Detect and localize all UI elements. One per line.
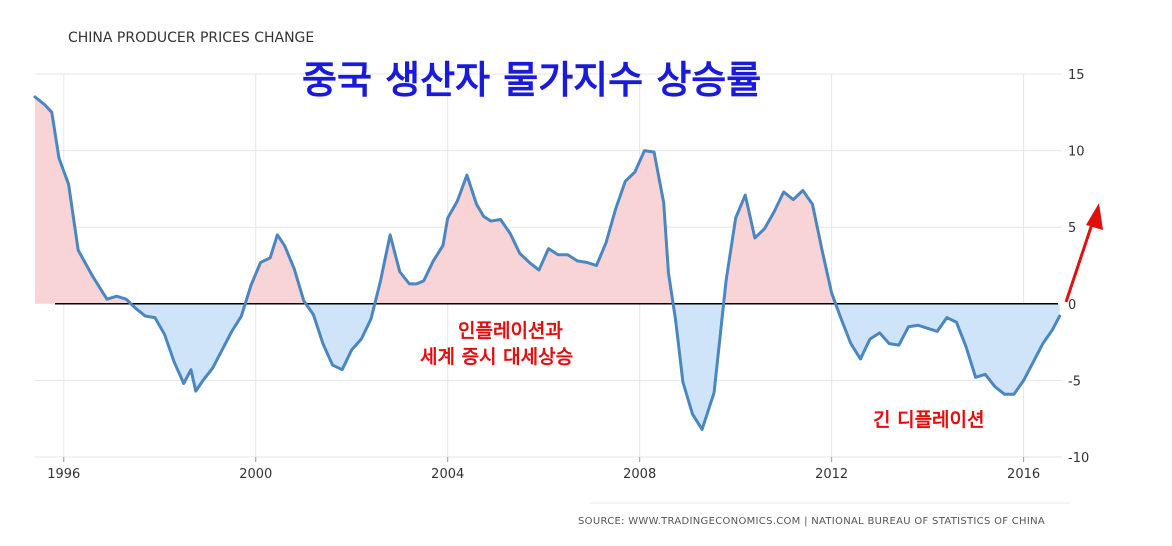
red-arrow	[1064, 203, 1103, 303]
x-tick-label: 2016	[1007, 467, 1040, 482]
positive-area	[35, 96, 1060, 304]
chart-title: CHINA PRODUCER PRICES CHANGE	[68, 30, 314, 46]
series-line	[33, 95, 1062, 431]
annotation-stock-rally: 세계 증시 대세상승	[420, 346, 573, 368]
x-tick-label: 2012	[815, 467, 848, 482]
area-layer	[35, 96, 1060, 430]
x-tick-label: 2004	[431, 467, 464, 482]
overlay-title: 중국 생산자 물가지수 상승률	[302, 58, 761, 102]
x-tick-label: 1996	[47, 467, 80, 482]
source-note: SOURCE: WWW.TRADINGECONOMICS.COM | NATIO…	[578, 516, 1045, 527]
y-tick-label: -10	[1068, 451, 1089, 466]
negative-area	[35, 303, 1060, 430]
line-layer	[33, 95, 1062, 431]
y-tick-label: 15	[1068, 68, 1085, 83]
tick-layer: 15 10 5 0 -5 -10 1996 2000 2004 2008 2012 2016	[47, 68, 1089, 482]
y-tick-label: 0	[1068, 298, 1076, 313]
y-tick-label: 5	[1068, 221, 1076, 236]
annotation-deflation: 긴 디플레이션	[873, 409, 985, 431]
y-tick-label: 10	[1068, 145, 1085, 160]
y-tick-label: -5	[1068, 374, 1081, 389]
x-tick-label: 2000	[239, 467, 272, 482]
x-tick-label: 2008	[623, 467, 656, 482]
annotation-inflation: 인플레이션과	[458, 320, 563, 342]
